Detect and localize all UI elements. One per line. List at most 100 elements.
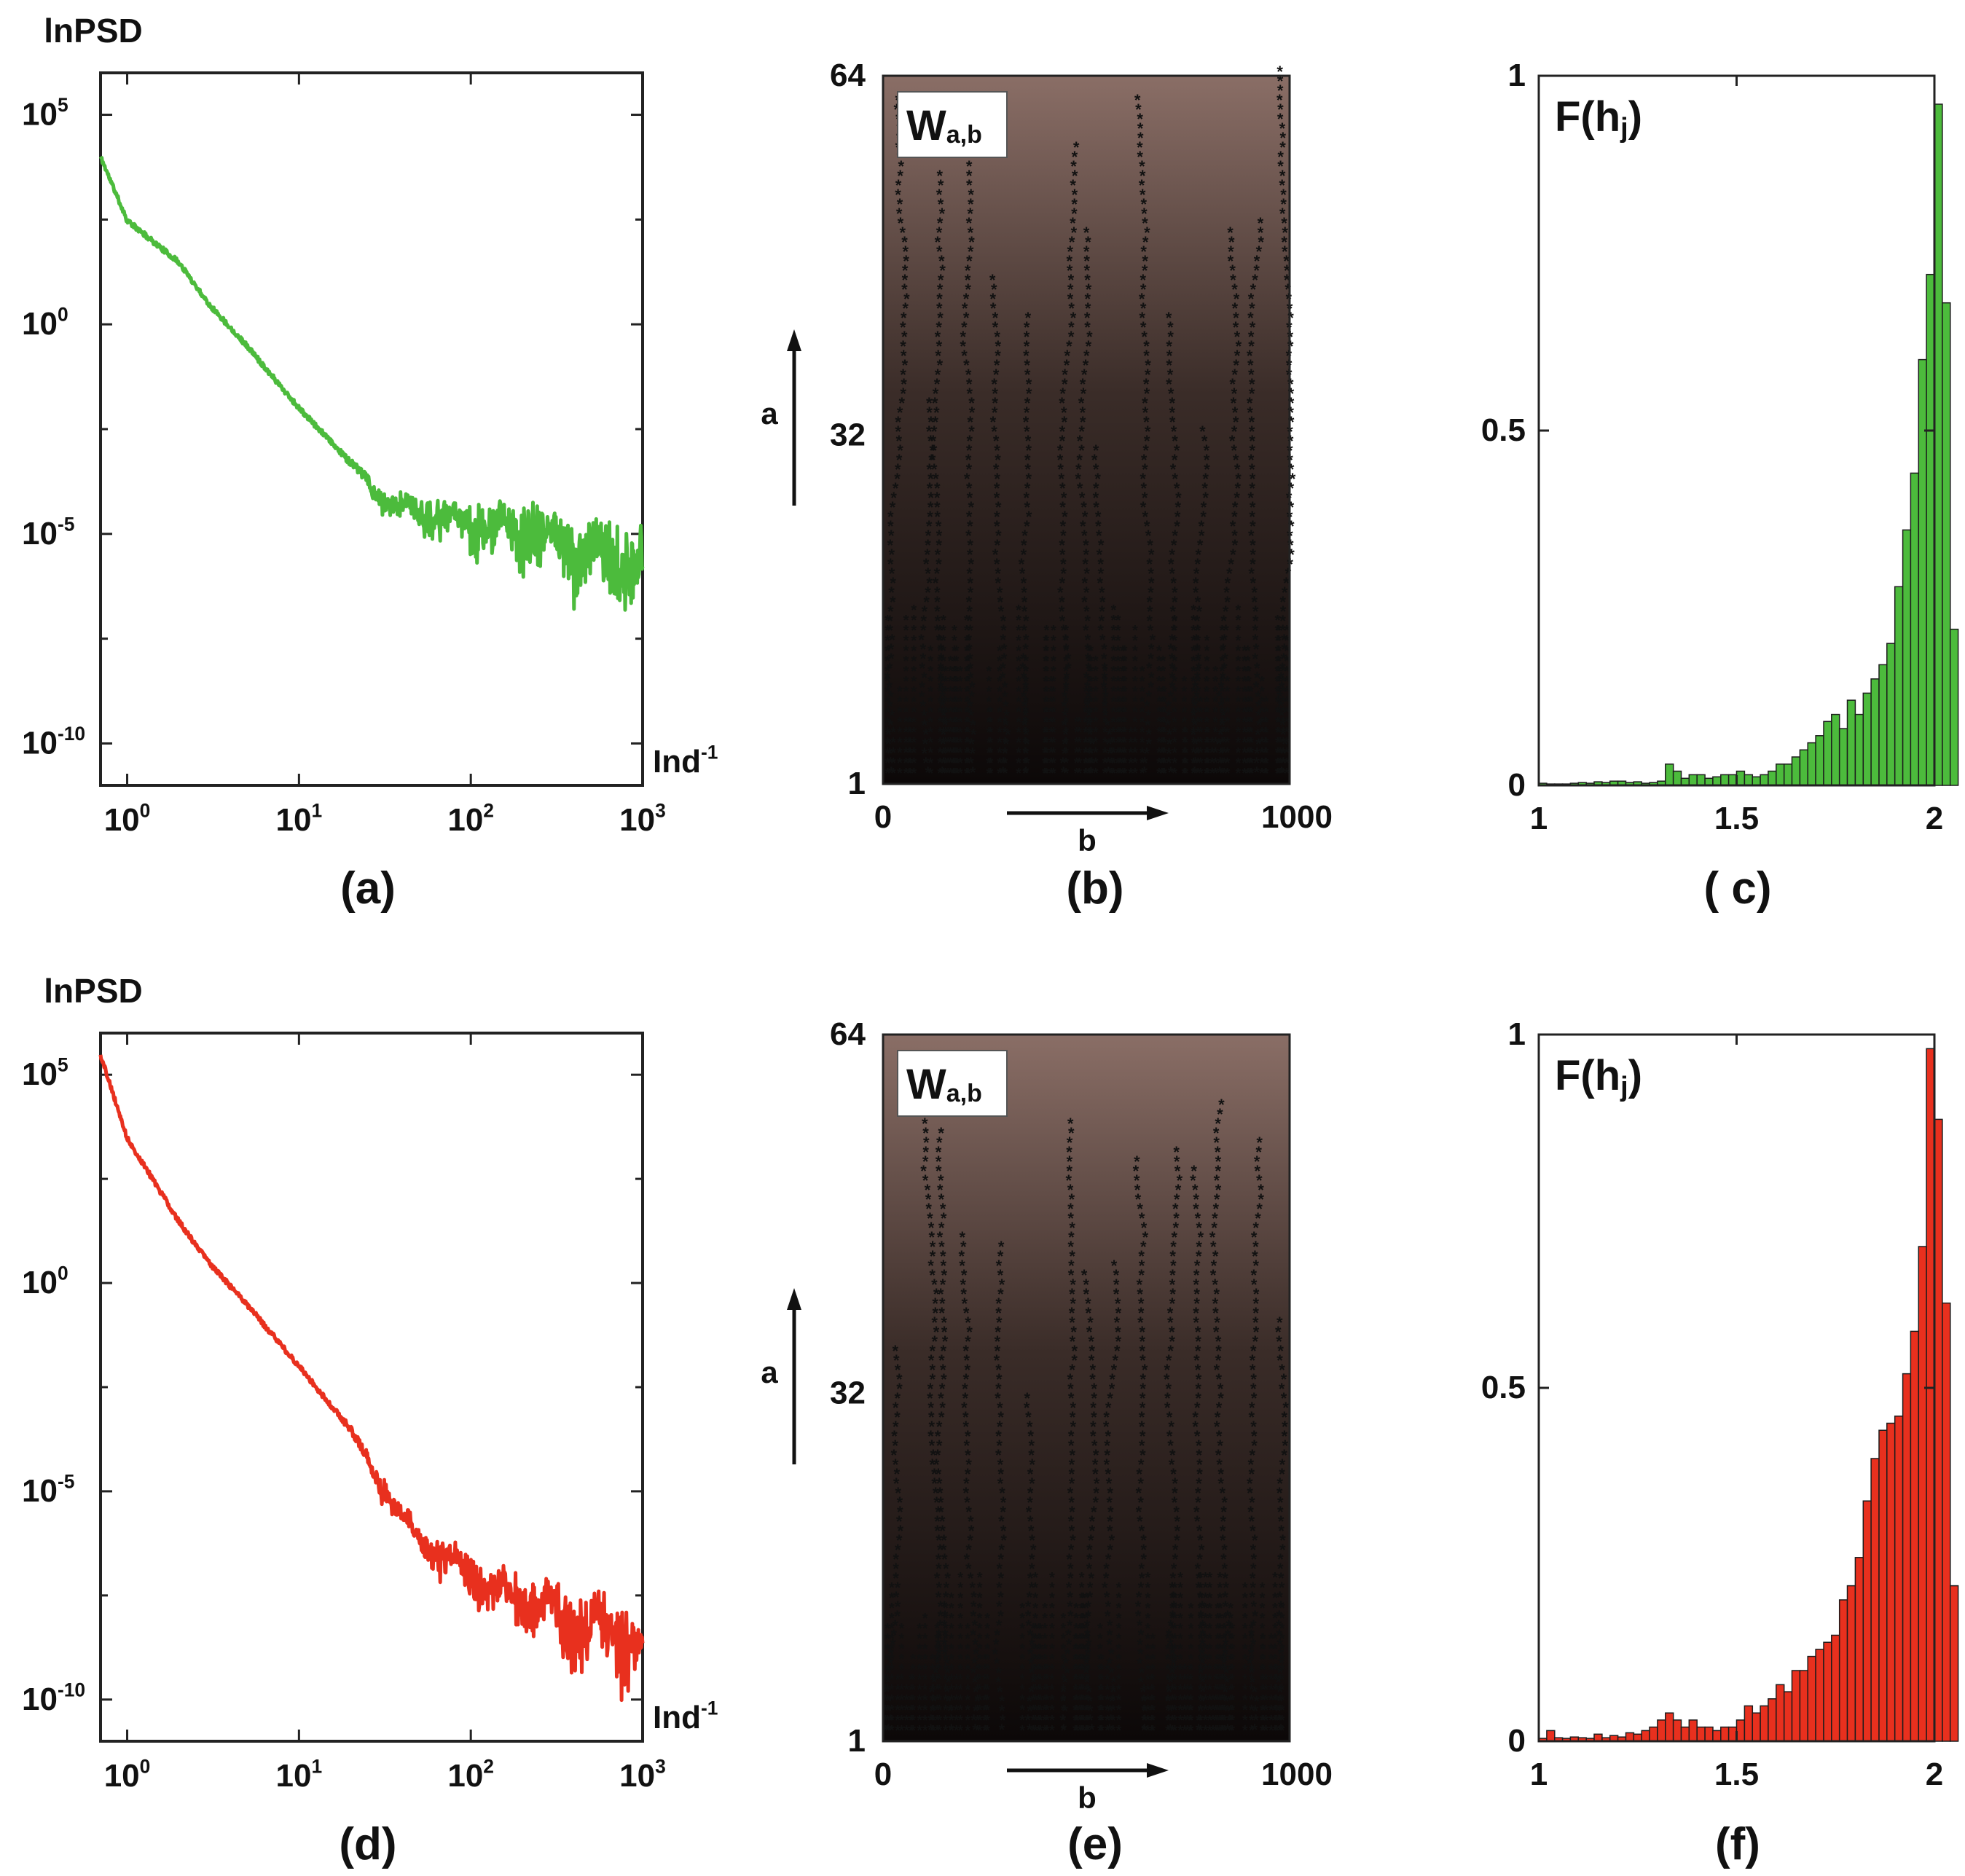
wavelet-marker: * <box>1222 1631 1228 1647</box>
wavelet-marker: * <box>1027 1494 1033 1512</box>
wavelet-marker: * <box>1274 1682 1279 1698</box>
wavelet-marker: * <box>1021 697 1028 715</box>
wavelet-marker: * <box>1141 328 1148 346</box>
wavelet-marker: * <box>1222 1682 1228 1698</box>
wavelet-marker: * <box>1036 1672 1042 1688</box>
wavelet-marker: * <box>1079 1652 1085 1668</box>
wavelet-marker: * <box>977 1713 983 1729</box>
x-tick-label: 0 <box>874 799 892 835</box>
wavelet-marker: * <box>1225 684 1231 700</box>
wavelet-marker: * <box>922 1124 929 1142</box>
wavelet-marker: * <box>930 441 936 460</box>
wavelet-marker: * <box>1169 1276 1176 1294</box>
wavelet-marker: * <box>1177 1682 1183 1698</box>
wavelet-marker: * <box>992 385 998 403</box>
wavelet-marker: * <box>1177 1652 1183 1668</box>
wavelet-marker: * <box>1132 694 1138 710</box>
wavelet-marker: * <box>1198 1662 1204 1678</box>
histogram-bar <box>1752 1712 1761 1742</box>
wavelet-marker: * <box>1282 1427 1288 1445</box>
wavelet-marker: * <box>1142 1721 1148 1739</box>
wavelet-marker: * <box>982 1652 988 1668</box>
wavelet-marker: * <box>928 451 935 469</box>
wavelet-marker: * <box>938 1124 944 1142</box>
wavelet-marker: * <box>1090 1361 1097 1379</box>
wavelet-marker: * <box>1062 735 1068 753</box>
wavelet-marker: * <box>1051 715 1056 731</box>
wavelet-marker: * <box>934 1713 940 1729</box>
wavelet-marker: * <box>995 1664 1002 1682</box>
wavelet-marker: * <box>1284 674 1290 690</box>
wavelet-marker: * <box>1077 1682 1083 1698</box>
wavelet-marker: * <box>1140 745 1145 761</box>
wavelet-marker: * <box>1173 1209 1180 1228</box>
wavelet-marker: * <box>1250 1418 1257 1436</box>
wavelet-marker: * <box>1161 715 1167 731</box>
wavelet-marker: * <box>1079 1682 1085 1698</box>
wavelet-marker: * <box>938 1607 944 1625</box>
wavelet-marker: * <box>1115 1304 1122 1322</box>
wavelet-marker: * <box>945 745 951 761</box>
wavelet-marker: * <box>930 1692 937 1711</box>
wavelet-marker: * <box>1110 1682 1116 1698</box>
wavelet-marker: * <box>1073 1621 1079 1637</box>
wavelet-marker: * <box>1044 684 1050 700</box>
wavelet-marker: * <box>1263 745 1268 761</box>
wavelet-marker: * <box>1067 1598 1073 1616</box>
wavelet-marker: * <box>1276 755 1282 772</box>
wavelet-marker: * <box>1249 745 1255 761</box>
wavelet-marker: * <box>1272 1713 1278 1729</box>
wavelet-marker: * <box>1086 745 1092 761</box>
wavelet-marker: * <box>1107 1626 1113 1644</box>
wavelet-marker: * <box>1202 489 1209 507</box>
wavelet-marker: * <box>1172 623 1177 639</box>
wavelet-marker: * <box>1250 1361 1256 1379</box>
wavelet-marker: * <box>1085 631 1091 649</box>
wavelet-marker: * <box>1139 1209 1145 1228</box>
wavelet-marker: * <box>1090 1418 1097 1436</box>
wavelet-marker: * <box>986 745 992 761</box>
wavelet-marker: * <box>957 694 963 710</box>
wavelet-marker: * <box>1042 1672 1048 1688</box>
wavelet-marker: * <box>1048 715 1054 731</box>
wavelet-marker: * <box>1021 716 1028 734</box>
wavelet-marker: * <box>1019 1703 1025 1719</box>
panel-label-b: (b) <box>1066 863 1123 914</box>
wavelet-marker: * <box>895 1579 901 1597</box>
wavelet-marker: * <box>1221 1494 1228 1512</box>
wavelet-marker: * <box>1139 1342 1145 1360</box>
wavelet-marker: * <box>1073 1652 1079 1668</box>
wavelet-marker: * <box>1279 1465 1285 1483</box>
wavelet-marker: * <box>895 1541 901 1559</box>
wavelet-marker: * <box>1044 623 1050 639</box>
wavelet-marker: * <box>885 684 890 700</box>
wavelet-marker: * <box>1063 674 1069 690</box>
histogram-bar <box>1625 1732 1635 1742</box>
wavelet-marker: * <box>1274 1672 1279 1688</box>
wavelet-marker: * <box>927 1721 934 1739</box>
wavelet-marker: * <box>1183 755 1189 772</box>
wavelet-marker: * <box>982 1692 988 1708</box>
wavelet-marker: * <box>1172 451 1178 469</box>
y-tick-label: 1 <box>1508 1016 1526 1052</box>
wavelet-marker: * <box>1188 1682 1194 1698</box>
wavelet-marker: * <box>1022 755 1028 772</box>
wavelet-marker: * <box>1102 697 1108 715</box>
wavelet-marker: * <box>1036 1652 1042 1668</box>
wavelet-marker: * <box>887 508 894 526</box>
wavelet-marker: * <box>1175 1181 1182 1199</box>
wavelet-marker: * <box>895 1682 901 1698</box>
wavelet-marker: * <box>1042 725 1048 741</box>
wavelet-marker: * <box>1023 694 1029 710</box>
wavelet-marker: * <box>931 441 938 460</box>
wavelet-marker: * <box>1280 684 1286 700</box>
wavelet-marker: * <box>1188 1682 1193 1698</box>
wavelet-marker: * <box>1097 1672 1103 1688</box>
wavelet-marker: * <box>911 715 917 731</box>
wavelet-marker: * <box>1099 1662 1105 1678</box>
wavelet-marker: * <box>936 1588 942 1606</box>
wavelet-marker: * <box>997 1266 1004 1284</box>
wavelet-marker: * <box>1022 640 1029 659</box>
wavelet-marker: * <box>1249 479 1255 498</box>
wavelet-marker: * <box>1260 1713 1266 1729</box>
